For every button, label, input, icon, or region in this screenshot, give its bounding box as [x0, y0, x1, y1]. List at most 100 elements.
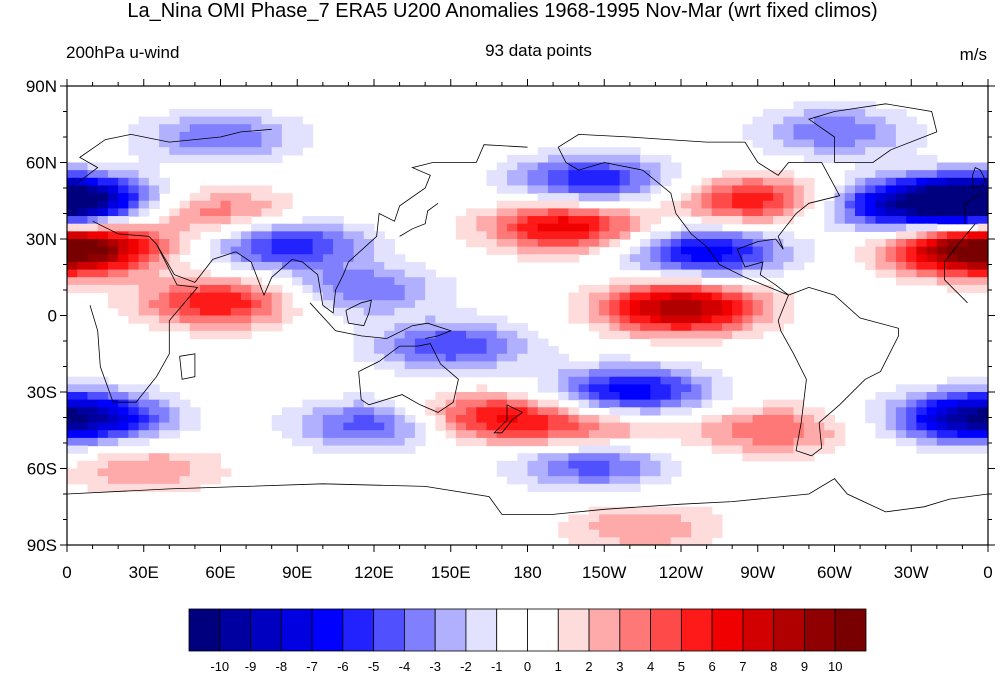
field-cell	[118, 254, 129, 263]
field-cell	[640, 177, 651, 187]
field-cell	[496, 437, 508, 447]
field-cell	[650, 277, 662, 286]
field-cell	[404, 330, 416, 340]
colorbar-swatch	[342, 608, 375, 652]
field-cell	[261, 108, 273, 118]
field-cell	[875, 399, 887, 408]
field-cell	[97, 208, 109, 217]
field-cell	[527, 170, 539, 179]
field-cell	[752, 185, 764, 194]
field-cell	[640, 162, 651, 171]
field-cell	[353, 346, 365, 355]
field-cell	[496, 399, 508, 408]
field-cell	[138, 154, 150, 164]
field-cell	[230, 108, 242, 118]
y-tick-label: 60N	[26, 154, 57, 173]
field-cell	[558, 407, 570, 416]
field-cell	[793, 239, 805, 248]
field-cell	[148, 131, 160, 141]
field-cell	[394, 430, 406, 439]
field-cell	[803, 239, 815, 248]
field-cell	[578, 292, 590, 301]
field-cell	[650, 376, 662, 385]
field-cell	[926, 269, 938, 278]
field-cell	[752, 124, 764, 133]
field-cell	[507, 437, 518, 447]
field-cell	[281, 223, 293, 232]
field-cell	[588, 422, 600, 431]
field-cell	[660, 323, 672, 332]
field-cell	[629, 315, 641, 324]
field-cell	[251, 185, 263, 194]
field-cell	[322, 231, 334, 240]
field-cell	[435, 407, 447, 416]
field-cell	[762, 131, 774, 141]
field-cell	[148, 116, 160, 125]
field-cell	[844, 147, 856, 156]
field-cell	[895, 139, 907, 148]
field-cell	[650, 468, 662, 477]
field-cell	[128, 200, 140, 209]
field-cell	[844, 200, 856, 209]
field-cell	[87, 269, 99, 278]
field-cell	[834, 147, 846, 156]
field-cell	[251, 108, 263, 118]
field-cell	[558, 231, 570, 240]
field-cell	[333, 399, 344, 408]
field-cell	[558, 361, 570, 370]
field-cell	[701, 522, 713, 531]
colorbar-label: -2	[460, 659, 472, 674]
field-cell	[333, 300, 344, 309]
field-cell	[599, 483, 610, 493]
field-cell	[588, 231, 600, 240]
field-cell	[609, 154, 621, 164]
field-cell	[783, 193, 795, 202]
field-cell	[762, 139, 774, 148]
field-cell	[67, 445, 78, 454]
field-cell	[629, 468, 641, 477]
field-cell	[159, 476, 170, 485]
field-cell	[179, 231, 191, 240]
field-cell	[159, 422, 170, 431]
field-cell	[936, 208, 948, 217]
field-cell	[455, 216, 467, 225]
field-cell	[496, 330, 508, 340]
field-cell	[97, 185, 109, 194]
field-cell	[691, 430, 703, 439]
field-cell	[578, 185, 590, 194]
field-cell	[517, 399, 529, 408]
field-cell	[87, 422, 99, 431]
field-cell	[507, 231, 518, 240]
field-cell	[537, 437, 549, 447]
field-cell	[292, 261, 303, 271]
field-cell	[599, 361, 610, 370]
field-cell	[476, 353, 488, 362]
field-cell	[588, 177, 600, 187]
field-cell	[762, 200, 774, 209]
field-cell	[947, 376, 958, 385]
field-cell	[783, 307, 795, 317]
field-cell	[517, 185, 529, 194]
field-cell	[517, 361, 529, 370]
field-cell	[558, 476, 570, 485]
field-cell	[895, 407, 907, 416]
field-cell	[363, 392, 375, 401]
field-cell	[322, 284, 334, 294]
field-cell	[67, 254, 78, 263]
field-cell	[414, 284, 426, 294]
field-cell	[547, 376, 559, 385]
field-cell	[773, 124, 784, 133]
field-cell	[681, 307, 692, 317]
field-cell	[568, 422, 580, 431]
field-cell	[322, 437, 334, 447]
field-cell	[865, 261, 877, 271]
field-cell	[558, 384, 570, 393]
field-cell	[957, 162, 969, 171]
field-cell	[578, 170, 590, 179]
field-cell	[230, 330, 242, 340]
field-cell	[732, 200, 743, 209]
field-cell	[977, 254, 988, 263]
field-cell	[752, 445, 764, 454]
field-cell	[445, 392, 457, 401]
field-cell	[865, 101, 877, 110]
